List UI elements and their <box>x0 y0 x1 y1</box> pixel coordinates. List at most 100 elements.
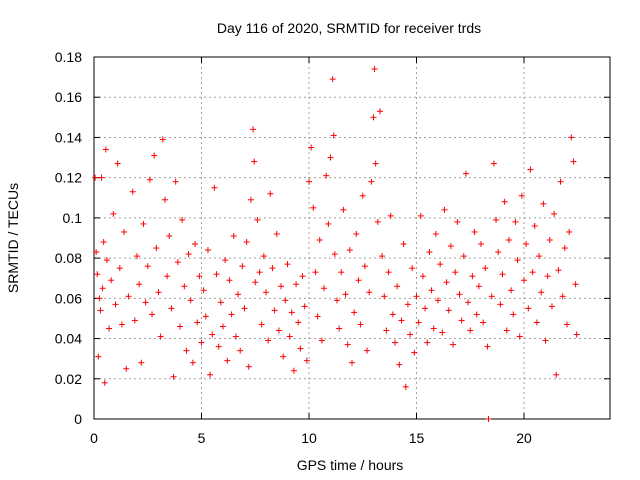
data-point <box>170 373 177 380</box>
data-point <box>245 363 252 370</box>
data-point <box>226 277 233 284</box>
data-point <box>177 323 183 330</box>
data-point <box>379 253 386 260</box>
data-point <box>493 216 500 223</box>
data-point <box>497 301 504 308</box>
data-point <box>413 293 420 300</box>
data-point <box>501 198 508 205</box>
data-point <box>426 249 433 256</box>
data-point <box>383 327 390 334</box>
data-point <box>441 206 448 213</box>
data-point <box>394 283 401 290</box>
data-point <box>325 220 332 227</box>
data-point <box>196 273 203 280</box>
data-point <box>114 160 121 167</box>
data-point <box>168 305 175 312</box>
data-point <box>286 333 293 340</box>
data-point <box>555 267 562 274</box>
data-point <box>194 319 201 326</box>
data-point <box>179 216 186 223</box>
data-point <box>514 257 521 264</box>
data-point <box>93 249 100 256</box>
data-point <box>125 293 132 300</box>
data-point <box>280 353 287 360</box>
data-point <box>116 265 123 272</box>
data-point <box>396 361 403 368</box>
data-point <box>96 295 103 302</box>
data-point <box>344 341 351 348</box>
data-point <box>155 289 162 296</box>
data-point <box>247 196 254 203</box>
data-point <box>329 76 336 83</box>
data-point <box>409 265 416 272</box>
data-point <box>503 327 510 334</box>
data-point <box>484 343 491 350</box>
data-point <box>187 297 194 304</box>
data-point <box>213 271 220 278</box>
data-point <box>316 237 323 244</box>
data-point <box>432 230 439 237</box>
data-point <box>312 269 319 276</box>
data-point <box>456 291 463 298</box>
data-point <box>121 228 128 235</box>
data-point <box>134 253 140 260</box>
y-tick-label: 0.16 <box>55 89 82 105</box>
data-point <box>149 311 156 318</box>
y-tick-label: 0.14 <box>55 129 82 145</box>
data-point <box>237 347 244 354</box>
data-point <box>364 347 371 354</box>
data-point <box>508 287 515 294</box>
data-point <box>573 331 580 338</box>
data-point <box>404 301 411 308</box>
data-point <box>518 192 525 199</box>
data-point <box>204 247 211 254</box>
y-axis: 0 0.02 0.04 0.06 0.08 0.1 0.12 0.14 0.16 0.18 <box>55 49 610 427</box>
data-point <box>260 253 267 260</box>
data-point <box>467 327 474 334</box>
data-point <box>478 241 484 248</box>
data-point <box>230 232 237 239</box>
data-point <box>323 172 330 179</box>
data-point <box>417 212 424 219</box>
data-point <box>553 371 560 378</box>
data-point <box>527 166 534 173</box>
data-point <box>267 190 274 197</box>
data-point <box>525 305 532 312</box>
data-point <box>505 237 512 244</box>
data-point <box>475 283 482 290</box>
data-point <box>359 192 366 199</box>
data-point <box>435 297 441 304</box>
data-point <box>181 283 188 290</box>
data-point <box>376 108 383 115</box>
data-point <box>92 174 99 181</box>
data-point <box>542 337 549 344</box>
data-point <box>275 327 282 334</box>
data-point <box>102 146 109 153</box>
data-point <box>540 200 547 207</box>
data-point <box>559 293 566 300</box>
data-point <box>551 210 558 217</box>
data-point <box>400 241 407 248</box>
data-point <box>485 416 492 422</box>
data-point <box>250 126 257 133</box>
data-point <box>153 245 160 252</box>
data-point <box>342 291 349 298</box>
data-point <box>392 339 398 346</box>
data-point <box>340 206 347 213</box>
data-point <box>488 293 495 300</box>
data-point <box>100 239 107 246</box>
data-point <box>273 230 280 237</box>
data-point <box>310 204 317 211</box>
data-point <box>209 331 216 338</box>
data-point <box>450 341 457 348</box>
data-point <box>157 333 164 340</box>
data-point <box>462 170 469 177</box>
data-point <box>521 277 527 284</box>
data-point <box>424 339 431 346</box>
x-tick-label: 0 <box>90 430 98 446</box>
data-point <box>510 311 517 318</box>
data-point <box>98 174 105 181</box>
data-point <box>192 241 199 248</box>
data-point <box>207 371 214 378</box>
data-point <box>531 222 538 229</box>
